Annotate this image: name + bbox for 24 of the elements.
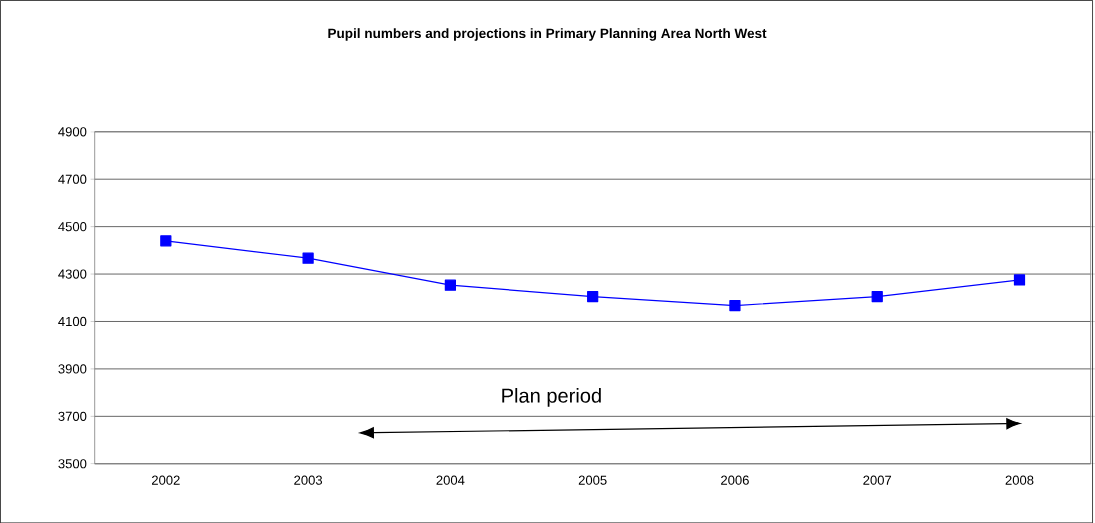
point [871, 290, 883, 303]
annotation: Plan period [502, 387, 601, 407]
chart-title: Pupil numbers and projections in Primary Planning Area North West [328, 28, 767, 41]
point [444, 279, 456, 291]
point [729, 299, 741, 312]
y-tick-label: 4300 [58, 269, 87, 279]
y-tick-label: 4700 [58, 174, 87, 184]
y-tick-label: 3900 [58, 364, 87, 374]
x-tick-label: 2004 [436, 475, 465, 485]
y-tick-label: 3500 [58, 458, 87, 469]
x-tick-label: 2007 [863, 475, 892, 485]
point [1013, 274, 1026, 286]
point [587, 290, 599, 303]
point [160, 235, 172, 247]
x-tick-label: 2005 [578, 475, 607, 485]
x-tick-label: 2002 [151, 475, 180, 485]
point [302, 252, 314, 264]
x-tick-label: 2003 [294, 475, 323, 485]
y-tick-label: 3700 [58, 411, 87, 421]
x-tick-label: 2008 [1005, 475, 1034, 485]
y-tick-label: 4900 [58, 127, 87, 137]
y-tick-label: 4500 [58, 221, 87, 232]
y-tick-label: 4100 [58, 316, 87, 326]
x-tick-label: 2006 [721, 475, 749, 485]
